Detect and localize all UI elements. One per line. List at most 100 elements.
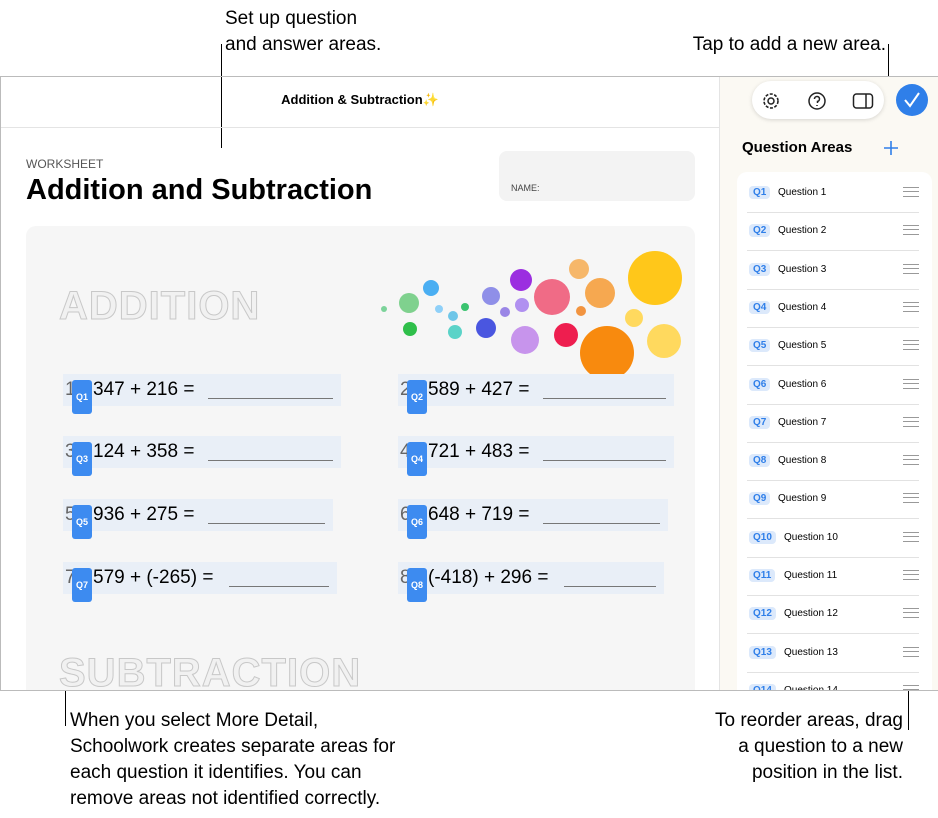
question-row[interactable]: Q5 Question 5 — [747, 327, 919, 367]
question-badge: Q8 — [407, 568, 428, 602]
answer-line — [543, 460, 666, 461]
question-label: Question 1 — [778, 187, 827, 198]
question-label: Question 10 — [784, 531, 838, 543]
question-label: Question 14 — [784, 684, 838, 691]
question-row[interactable]: Q3 Question 3 — [747, 251, 919, 290]
section-heading: ADDITION — [58, 284, 261, 329]
section-heading: SUBTRACTION — [58, 651, 362, 691]
question-badge: Q7 — [72, 568, 93, 602]
question-badge: Q7 — [749, 415, 771, 429]
question-label: Question 11 — [784, 570, 838, 581]
text: To reorder areas, drag — [715, 710, 903, 731]
drag-handle[interactable] — [903, 263, 919, 274]
drag-handle[interactable] — [903, 340, 919, 351]
answer-area[interactable]: 8.(-418) + 296 =Q8 — [398, 562, 664, 602]
question-badge: Q5 — [749, 339, 771, 353]
answer-area[interactable]: 4.721 + 483 =Q4 — [398, 436, 674, 476]
question-row[interactable]: Q8 Question 8 — [747, 442, 919, 482]
question-badge: Q13 — [749, 645, 776, 659]
question-row[interactable]: Q13 Question 13 — [747, 634, 919, 673]
question-row[interactable]: Q4 Question 4 — [747, 289, 919, 328]
question-badge: Q14 — [749, 683, 776, 690]
question-label: Question 8 — [778, 455, 827, 467]
callout-setup: Set up question and answer areas. — [225, 6, 381, 58]
question-label: Question 6 — [778, 378, 827, 390]
question-badge: Q1 — [749, 186, 771, 199]
answer-area[interactable]: 1.347 + 216 =Q1 — [63, 374, 341, 414]
leader-line — [221, 44, 222, 148]
text: Set up question — [225, 8, 358, 29]
sidebar-title: Question Areas — [742, 139, 853, 156]
question-row[interactable]: Q7 Question 7 — [747, 404, 919, 443]
settings-button[interactable] — [761, 91, 781, 111]
problem-text: (-418) + 296 = — [428, 567, 549, 588]
drag-handle[interactable] — [903, 684, 919, 690]
question-row[interactable]: Q12 Question 12 — [747, 595, 919, 635]
question-badge: Q2 — [407, 380, 428, 414]
answer-area[interactable]: 7.579 + (-265) =Q7 — [63, 562, 337, 602]
name-label: NAME: — [511, 183, 540, 193]
answer-area[interactable]: 3.124 + 358 =Q3 — [63, 436, 341, 476]
question-badge: Q3 — [749, 262, 771, 276]
drag-handle[interactable] — [903, 455, 919, 466]
text: Schoolwork creates separate areas for — [70, 736, 396, 757]
drag-handle[interactable] — [903, 531, 919, 542]
callout-detail: When you select More Detail, Schoolwork c… — [70, 708, 395, 812]
drag-handle[interactable] — [903, 187, 919, 197]
question-badge: Q9 — [749, 492, 771, 506]
question-row[interactable]: Q10 Question 10 — [747, 519, 919, 558]
drag-handle[interactable] — [903, 301, 919, 312]
drag-handle[interactable] — [903, 225, 919, 236]
text: position in the list. — [751, 762, 903, 783]
question-row[interactable]: Q11 Question 11 — [747, 557, 919, 596]
answer-line — [229, 586, 329, 587]
toolbar-title: Addition & Subtraction✨ — [1, 77, 719, 128]
question-label: Question 9 — [778, 493, 827, 505]
answer-line — [208, 460, 333, 461]
question-label: Question 7 — [778, 416, 827, 428]
answer-line — [208, 523, 325, 524]
question-badge: Q4 — [749, 300, 771, 314]
question-row[interactable]: Q9 Question 9 — [747, 480, 919, 520]
question-row[interactable]: Q14 Question 14 — [747, 672, 919, 691]
answer-area[interactable]: 2.589 + 427 =Q2 — [398, 374, 674, 414]
question-badge: Q3 — [72, 442, 93, 476]
leader-line — [908, 690, 909, 730]
question-label: Question 12 — [784, 608, 838, 620]
question-row[interactable]: Q1 Question 1 — [747, 174, 919, 213]
question-badge: Q4 — [407, 442, 428, 476]
text: remove areas not identified correctly. — [70, 788, 381, 809]
drag-handle[interactable] — [903, 416, 919, 427]
question-label: Question 5 — [778, 340, 827, 352]
answer-line — [543, 523, 660, 524]
drag-handle[interactable] — [903, 570, 919, 580]
drag-handle[interactable] — [903, 646, 919, 657]
answer-area[interactable]: 6.648 + 719 =Q6 — [398, 499, 668, 539]
answer-line — [543, 398, 666, 399]
question-label: Question 4 — [778, 301, 827, 313]
add-area-button[interactable] — [883, 140, 899, 156]
question-row[interactable]: Q2 Question 2 — [747, 212, 919, 252]
drag-handle[interactable] — [903, 378, 919, 389]
answer-line — [208, 398, 333, 399]
drag-handle[interactable] — [903, 608, 919, 619]
answer-area[interactable]: 5.936 + 275 =Q5 — [63, 499, 333, 539]
worksheet-card: ADDITION SUBTRACTION 1.347 + 216 =Q1 2.58… — [26, 226, 695, 691]
question-badge: Q8 — [749, 454, 771, 468]
problem-text: 648 + 719 = — [428, 504, 530, 525]
question-badge: Q10 — [749, 530, 776, 544]
text: each question it identifies. You can — [70, 762, 362, 783]
question-list: Q1 Question 1 Q2 Question 2 Q3 Question 3 Q4 Qu… — [737, 172, 932, 691]
question-row[interactable]: Q6 Question 6 — [747, 366, 919, 405]
problem-text: 936 + 275 = — [93, 504, 195, 525]
text: and answer areas. — [225, 34, 382, 55]
question-badge: Q6 — [749, 377, 771, 391]
problem-text: 579 + (-265) = — [93, 567, 214, 588]
drag-handle[interactable] — [903, 493, 919, 504]
problem-text: 589 + 427 = — [428, 379, 530, 400]
done-button[interactable] — [895, 83, 929, 117]
help-button[interactable] — [807, 91, 827, 111]
sidebar-button[interactable] — [852, 91, 874, 111]
text: a question to a new — [738, 736, 903, 757]
